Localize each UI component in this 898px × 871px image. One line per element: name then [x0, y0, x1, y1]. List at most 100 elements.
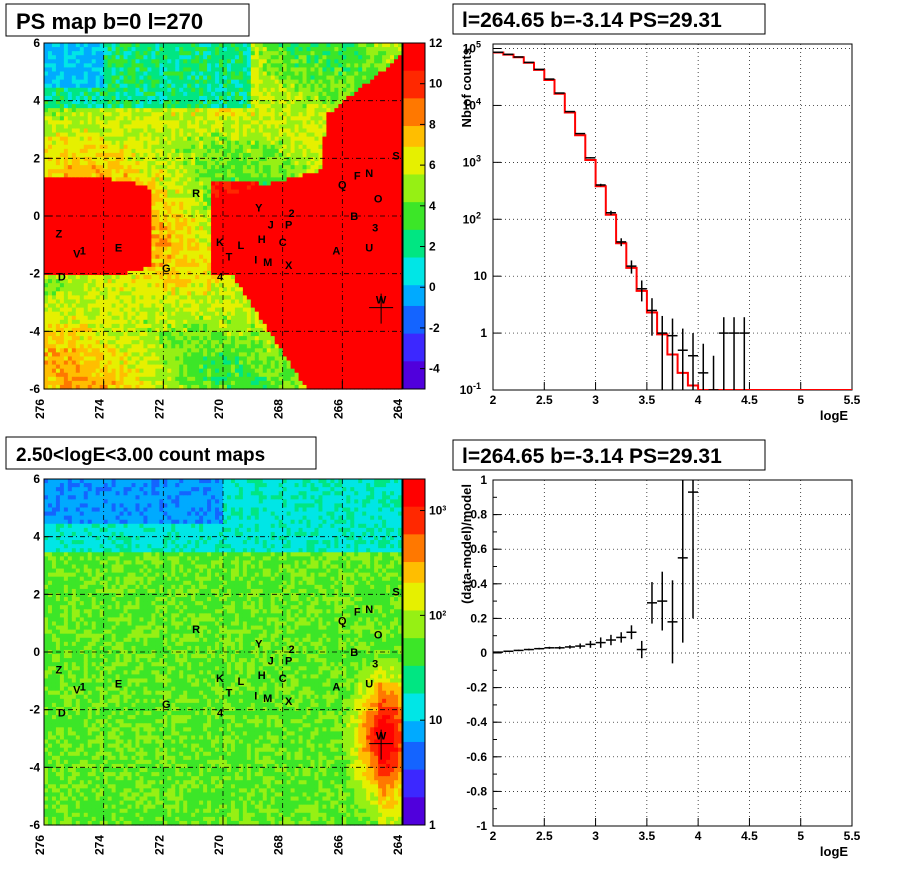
- heatmap-cell: [75, 291, 81, 296]
- heatmap-cell: [95, 156, 101, 162]
- heatmap-cell: [107, 246, 113, 252]
- heatmap-cell: [55, 177, 61, 182]
- heatmap-cell: [183, 43, 188, 48]
- heatmap-cell: [135, 270, 141, 276]
- heatmap-cell: [143, 47, 149, 52]
- heatmap-cell: [143, 136, 149, 142]
- heatmap-cell: [191, 340, 196, 345]
- heatmap-cell: [179, 332, 184, 337]
- heatmap-cell: [159, 136, 164, 142]
- heatmap-cell: [183, 287, 188, 292]
- heatmap-cell: [254, 352, 260, 358]
- heatmap-cell: [199, 307, 204, 313]
- heatmap-cell: [183, 165, 188, 170]
- heatmap-cell: [139, 250, 145, 256]
- heatmap-cell: [175, 242, 180, 248]
- heatmap-cell: [262, 266, 268, 272]
- heatmap-cell: [139, 140, 145, 146]
- heatmap-cell: [143, 230, 149, 235]
- heatmap-cell: [87, 218, 93, 223]
- heatmap-cell: [266, 169, 272, 174]
- heatmap-cell: [179, 91, 184, 97]
- heatmap-cell: [274, 197, 280, 203]
- heatmap-cell: [250, 336, 256, 341]
- heatmap-cell: [87, 173, 93, 178]
- heatmap-cell: [103, 63, 109, 69]
- heatmap-cell: [258, 372, 264, 378]
- heatmap-cell: [91, 161, 97, 166]
- heatmap-cell: [87, 275, 93, 280]
- heatmap-cell: [254, 128, 260, 134]
- heatmap-cell: [111, 279, 117, 284]
- heatmap-cell: [171, 238, 176, 244]
- heatmap-cell: [75, 79, 81, 85]
- heatmap-cell: [191, 144, 196, 150]
- heatmap-cell: [87, 323, 93, 329]
- heatmap-cell: [91, 311, 97, 317]
- heatmap-cell: [226, 364, 232, 370]
- heatmap-cell: [47, 384, 53, 390]
- heatmap-cell: [242, 120, 248, 126]
- heatmap-cell: [171, 169, 176, 174]
- heatmap-cell: [203, 352, 208, 358]
- heatmap-cell: [151, 55, 156, 60]
- heatmap-cell: [262, 161, 268, 166]
- heatmap-cell: [274, 59, 280, 64]
- heatmap-cell: [67, 71, 73, 77]
- heatmap-cell: [270, 364, 276, 370]
- heatmap-cell: [99, 299, 105, 305]
- heatmap-cell: [115, 148, 121, 154]
- heatmap-cell: [187, 360, 192, 366]
- heatmap-cell: [99, 136, 105, 142]
- heatmap-cell: [211, 344, 216, 349]
- heatmap-cell: [242, 315, 248, 321]
- heatmap-cell: [266, 128, 272, 134]
- heatmap-cell: [111, 307, 117, 313]
- heatmap-cell: [254, 332, 260, 337]
- heatmap-cell: [250, 59, 256, 64]
- heatmap-cell: [159, 234, 164, 239]
- heatmap-cell: [131, 254, 137, 260]
- heatmap-cell: [262, 262, 268, 268]
- heatmap-cell: [79, 108, 85, 113]
- title-bottom-right: l=264.65 b=-3.14 PS=29.31: [452, 439, 766, 471]
- heatmap-cell: [219, 197, 224, 203]
- heatmap-cell: [262, 348, 268, 353]
- heatmap-cell: [195, 181, 200, 187]
- heatmap-cell: [127, 242, 133, 248]
- heatmap-cell: [131, 299, 137, 305]
- heatmap-cell: [103, 380, 109, 386]
- heatmap-cell: [127, 336, 133, 341]
- heatmap-cell: [55, 336, 61, 341]
- heatmap-cell: [79, 128, 85, 134]
- heatmap-cell: [258, 99, 264, 105]
- heatmap-cell: [163, 209, 168, 215]
- heatmap-cell: [51, 177, 57, 182]
- heatmap-cell: [187, 71, 192, 77]
- heatmap-cell: [254, 258, 260, 264]
- heatmap-cell: [75, 181, 81, 187]
- heatmap-cell: [191, 352, 196, 358]
- heatmap-cell: [219, 156, 224, 162]
- heatmap-cell: [254, 161, 260, 166]
- heatmap-cell: [163, 283, 168, 288]
- heatmap-cell: [44, 376, 49, 382]
- heatmap-cell: [55, 230, 61, 235]
- heatmap-cell: [266, 266, 272, 272]
- heatmap-cell: [99, 254, 105, 260]
- heatmap-cell: [47, 43, 53, 48]
- heatmap-cell: [163, 181, 168, 187]
- heatmap-cell: [215, 303, 220, 309]
- heatmap-cell: [127, 99, 133, 105]
- heatmap-cell: [123, 95, 129, 101]
- heatmap-cell: [115, 193, 121, 199]
- heatmap-cell: [51, 112, 57, 117]
- heatmap-cell: [44, 128, 49, 134]
- heatmap-cell: [199, 336, 204, 341]
- heatmap-cell: [266, 287, 272, 292]
- heatmap-cell: [47, 368, 53, 374]
- heatmap-cell: [107, 238, 113, 244]
- heatmap-cell: [131, 368, 137, 374]
- heatmap-cell: [59, 372, 65, 378]
- heatmap-cell: [95, 384, 101, 390]
